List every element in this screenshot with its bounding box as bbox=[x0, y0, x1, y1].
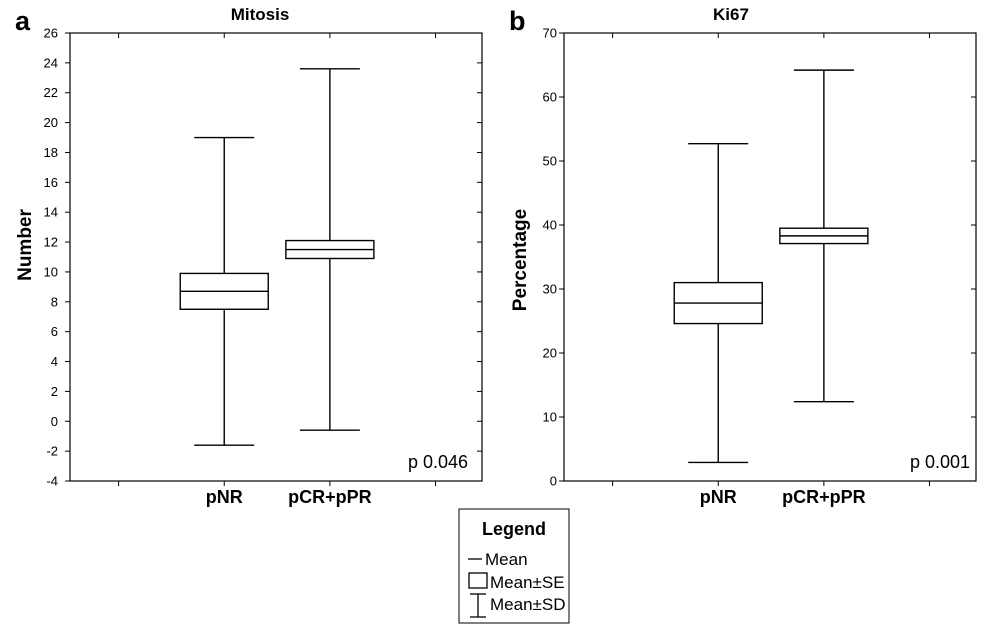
y-tick-label: 70 bbox=[543, 26, 557, 41]
y-tick-label: 20 bbox=[543, 346, 557, 361]
legend-item-sd: Mean±SD bbox=[490, 595, 565, 614]
y-axis-label: Number bbox=[15, 209, 36, 281]
y-tick-label: 40 bbox=[543, 218, 557, 233]
y-tick-label: 6 bbox=[51, 324, 58, 339]
y-tick-label: 0 bbox=[51, 414, 58, 429]
panel-label: a bbox=[15, 6, 31, 36]
x-category-label: pNR bbox=[206, 487, 243, 507]
panel-a: a Mitosis Number -4-20246810121416182022… bbox=[15, 5, 483, 507]
panel-label: b bbox=[509, 6, 526, 36]
y-tick-label: 20 bbox=[44, 115, 58, 130]
y-tick-label: 2 bbox=[51, 384, 58, 399]
y-tick-label: 30 bbox=[543, 282, 557, 297]
y-tick-label: 22 bbox=[44, 85, 58, 100]
x-category-label: pNR bbox=[700, 487, 737, 507]
p-value-annotation: p 0.001 bbox=[910, 452, 970, 472]
y-tick-label: 18 bbox=[44, 145, 58, 160]
box-whisker-pnr bbox=[179, 136, 269, 446]
chart-title: Mitosis bbox=[231, 5, 290, 24]
legend-title: Legend bbox=[482, 519, 546, 539]
y-tick-label: 8 bbox=[51, 294, 58, 309]
y-tick-label: 60 bbox=[543, 90, 557, 105]
y-tick-label: 0 bbox=[550, 474, 557, 489]
y-tick-label: 14 bbox=[44, 205, 58, 220]
x-category-label: pCR+pPR bbox=[782, 487, 866, 507]
chart-title: Ki67 bbox=[713, 5, 749, 24]
legend: Legend Mean Mean±SE Mean±SD bbox=[458, 508, 570, 624]
y-tick-label: 24 bbox=[44, 55, 58, 70]
y-tick-label: 50 bbox=[543, 154, 557, 169]
y-tick-label: 26 bbox=[44, 26, 58, 41]
box-whisker-pcr-ppr bbox=[779, 69, 869, 403]
y-tick-label: 4 bbox=[51, 354, 58, 369]
plot-frame bbox=[69, 32, 483, 482]
y-tick-label: 12 bbox=[44, 235, 58, 250]
y-tick-label: 10 bbox=[543, 410, 557, 425]
plot-frame bbox=[563, 32, 977, 482]
y-axis-label: Percentage bbox=[510, 209, 531, 311]
y-tick-label: -4 bbox=[46, 474, 58, 489]
se-box-icon bbox=[468, 572, 488, 589]
legend-item-mean: Mean bbox=[485, 550, 528, 569]
y-tick-label: 10 bbox=[44, 264, 58, 279]
legend-box bbox=[458, 508, 570, 624]
legend-item-se: Mean±SE bbox=[490, 573, 565, 592]
x-category-label: pCR+pPR bbox=[288, 487, 372, 507]
box-whisker-pcr-ppr bbox=[285, 68, 375, 431]
plot-area: 0 10 20 30 40 50 60 70 pNR pCR+pPR bbox=[543, 26, 977, 507]
y-tick-label: -2 bbox=[46, 444, 58, 459]
y-tick-label: 16 bbox=[44, 175, 58, 190]
sd-whisker-icon bbox=[470, 593, 486, 618]
panel-b: b Ki67 Percentage 0 10 20 30 40 50 60 70 pNR pCR+… bbox=[509, 5, 977, 507]
box-whisker-pnr bbox=[673, 143, 763, 464]
p-value-annotation: p 0.046 bbox=[408, 452, 468, 472]
